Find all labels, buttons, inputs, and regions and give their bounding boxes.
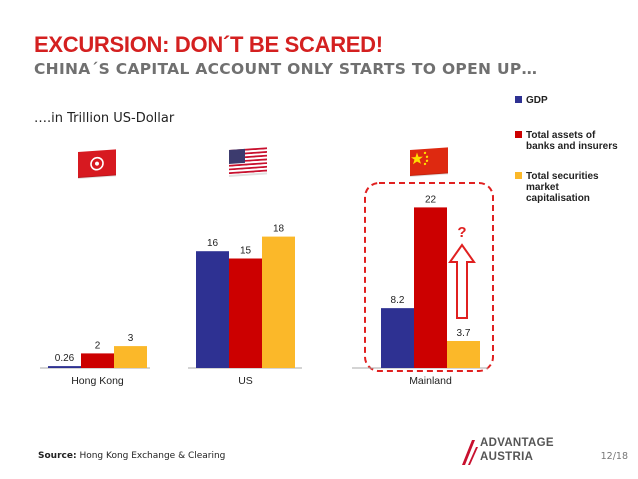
slide-title: EXCURSION: DON´T BE SCARED!	[34, 32, 383, 57]
category-label: Hong Kong	[71, 375, 124, 387]
legend-label: capitalisation	[526, 193, 590, 204]
legend-label: GDP	[526, 95, 548, 106]
flag-small-star	[423, 151, 427, 155]
source-text: Hong Kong Exchange & Clearing	[79, 451, 226, 461]
flag-small-star	[423, 162, 427, 166]
data-label: 8.2	[391, 295, 405, 306]
flag-shadow	[229, 172, 267, 177]
flag-stripe	[229, 171, 267, 176]
hong-kong-flag-icon	[78, 149, 116, 179]
bar	[48, 366, 81, 368]
question-annotation: ?	[457, 224, 466, 241]
bar	[114, 346, 147, 368]
legend-label: Total securities	[526, 171, 599, 182]
data-label: 3.7	[457, 328, 471, 339]
data-label: 16	[207, 238, 219, 249]
flag-star	[411, 152, 423, 165]
source-note: Source: Hong Kong Exchange & Clearing	[38, 451, 225, 461]
bar	[81, 353, 114, 368]
china-flag-icon	[410, 147, 448, 177]
flag-stripe	[229, 167, 267, 173]
up-arrow-icon	[448, 243, 476, 319]
legend-label: Total assets of	[526, 130, 596, 141]
bar-group: 0.26 2 3 Hong Kong 16 15 18 US 8.2 22 3.7 Mainland?	[40, 182, 494, 387]
unit-note: ….in Trillion US-Dollar	[34, 111, 175, 126]
data-label: 18	[273, 224, 285, 235]
legend-swatch	[515, 96, 522, 103]
flag-small-star	[425, 155, 429, 159]
legend-label: banks and insurers	[526, 141, 618, 152]
bauhinia-mark	[90, 156, 104, 171]
slide-subtitle: CHINA´S CAPITAL ACCOUNT ONLY STARTS TO O…	[34, 60, 538, 78]
source-label: Source:	[38, 451, 77, 461]
flag-stripe	[229, 162, 267, 167]
data-label: 22	[425, 194, 437, 205]
bar	[447, 340, 480, 368]
bauhinia-center	[95, 161, 99, 166]
us-flag-icon	[229, 147, 267, 177]
data-label: 15	[240, 246, 252, 257]
flag-stripe	[229, 169, 267, 175]
bar	[414, 207, 447, 368]
category-label: US	[238, 375, 253, 387]
bar	[229, 258, 262, 368]
flag-small-star	[425, 159, 429, 163]
logo-line-1: ADVANTAGE	[480, 437, 554, 449]
category-label: Mainland	[409, 375, 452, 387]
flag-stripe	[229, 164, 267, 169]
flag-group	[78, 147, 448, 179]
mainland-highlight-box	[364, 182, 494, 372]
legend-swatch	[515, 131, 522, 138]
bar	[262, 236, 295, 368]
data-label: 3	[128, 333, 134, 344]
data-label: 2	[95, 340, 101, 351]
legend-swatch	[515, 172, 522, 179]
logo-line-2: AUSTRIA	[480, 451, 534, 463]
bar	[381, 308, 414, 368]
logo-mark-icon	[462, 440, 478, 465]
advantage-austria-logo: ADVANTAGE AUSTRIA	[460, 437, 580, 467]
flag-canton	[229, 148, 245, 164]
bar	[196, 251, 229, 368]
flag-stripe	[229, 160, 267, 165]
flag-stripe	[229, 165, 267, 171]
data-label: 0.26	[55, 353, 75, 364]
flag-shadow	[410, 172, 448, 177]
page-number: 12/18	[600, 451, 628, 462]
flag-shadow	[78, 174, 116, 179]
legend-label: market	[526, 182, 559, 193]
flag-field	[410, 147, 448, 176]
